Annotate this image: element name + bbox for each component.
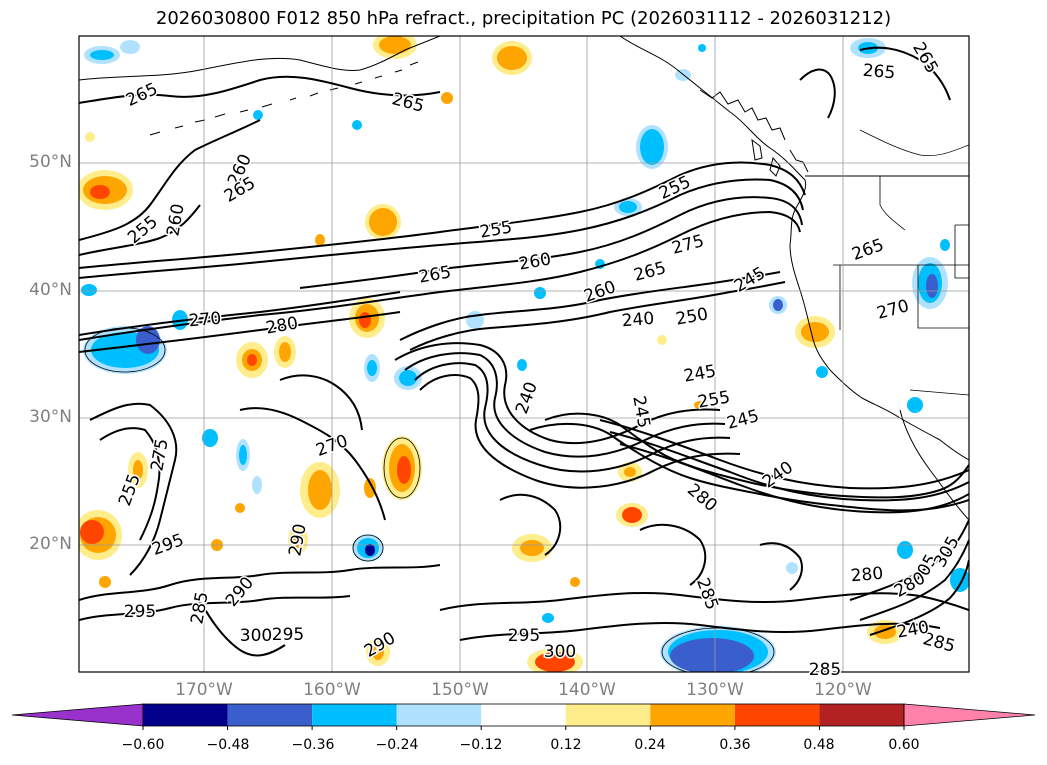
colorbar-segment	[819, 704, 904, 726]
lon-label-120w: 120°W	[814, 680, 872, 700]
contour-label: 285	[809, 660, 841, 680]
contour-label: 295	[272, 625, 304, 645]
precip-shading	[79, 36, 969, 672]
colorbar-segment	[312, 704, 397, 726]
colorbar-segment	[227, 704, 313, 726]
colorbar-tick: −0.12	[459, 737, 503, 753]
colorbar-tick: −0.36	[291, 737, 335, 753]
colorbar-tick: 0.12	[550, 737, 582, 753]
graticule	[79, 36, 969, 672]
lat-label-30n: 30°N	[29, 407, 72, 427]
contour-label: 285	[921, 629, 958, 657]
plot-area	[79, 36, 969, 672]
lon-label-140w: 140°W	[558, 680, 616, 700]
colorbar-segment	[481, 704, 566, 726]
contour-label: 265	[862, 61, 896, 84]
contour-label: 270	[188, 309, 222, 332]
lat-label-40n: 40°N	[29, 280, 72, 300]
contour-label: 300	[544, 642, 576, 662]
lon-label-170w: 170°W	[175, 680, 233, 700]
colorbar-segment	[650, 704, 735, 726]
colorbar-segment	[565, 704, 651, 726]
plot-frame	[78, 35, 970, 673]
precip-outlines	[84, 327, 775, 672]
colorbar-frame	[142, 703, 905, 727]
contour-label: 240	[621, 309, 655, 332]
colorbar-tick: 0.48	[803, 737, 835, 753]
lon-label-150w: 150°W	[431, 680, 489, 700]
lon-label-130w: 130°W	[686, 680, 744, 700]
colorbar-segment	[143, 704, 228, 726]
colorbar-tick: −0.60	[121, 737, 165, 753]
lon-label-160w: 160°W	[303, 680, 361, 700]
contour-label: 290	[285, 522, 310, 557]
colorbar-extend-high	[903, 703, 1036, 727]
colorbar-segment	[734, 704, 820, 726]
map-title: 2026030800 F012 850 hPa refract., precip…	[155, 8, 892, 29]
colorbar-tick: 0.24	[634, 737, 666, 753]
refractivity-contours	[79, 46, 969, 657]
contour-label: 300	[240, 626, 272, 646]
lat-label-50n: 50°N	[29, 152, 72, 172]
colorbar-tick: 0.36	[719, 737, 751, 753]
contour-label: 280	[850, 564, 884, 587]
contour-label: 295	[124, 602, 156, 622]
lat-label-20n: 20°N	[29, 534, 72, 554]
colorbar-tick: −0.48	[206, 737, 250, 753]
coastlines	[79, 36, 969, 521]
colorbar-tick: 0.60	[888, 737, 920, 753]
colorbar	[11, 703, 1036, 730]
contour-label: 295	[508, 626, 540, 646]
colorbar-tick: −0.24	[375, 737, 419, 753]
colorbar-segment	[396, 704, 482, 726]
colorbar-extend-low	[11, 703, 144, 727]
